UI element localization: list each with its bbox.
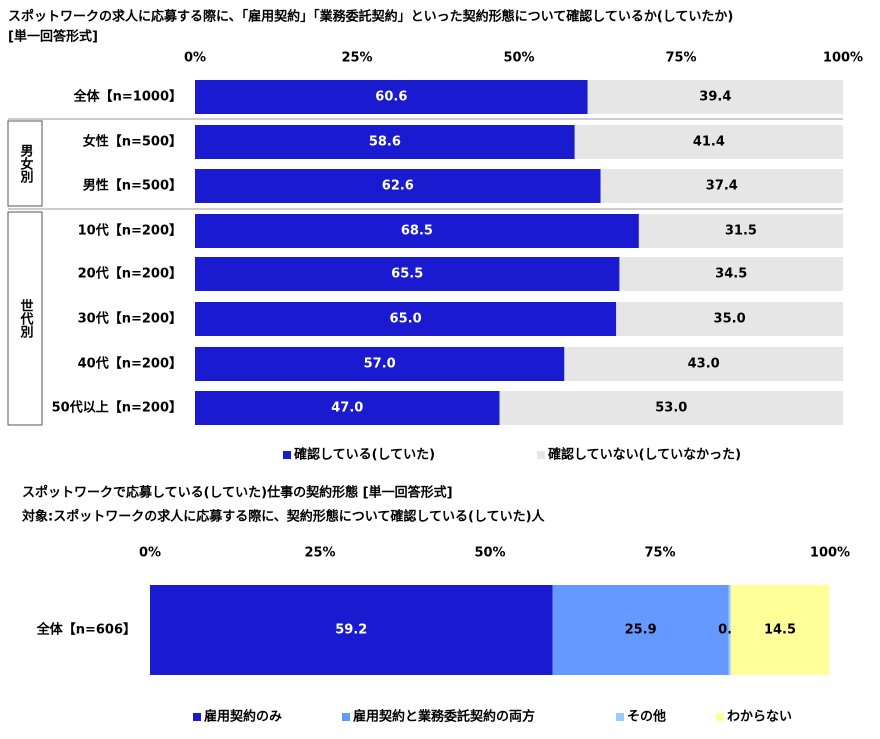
bar-segment	[587, 80, 843, 114]
data-label: 47.0	[331, 401, 363, 416]
x-tick-label: 50%	[474, 546, 505, 561]
chart-title: スポットワークで応募している(していた)仕事の契約形態 [単一回答形式]	[22, 485, 453, 501]
data-label: 60.6	[375, 90, 407, 105]
bar-segment	[564, 347, 843, 381]
y-tick-label: 女性【n=500】	[83, 134, 182, 150]
bar-segment	[600, 169, 843, 203]
x-tick-label: 25%	[341, 51, 372, 66]
bar-segment	[195, 169, 601, 203]
data-label: 62.6	[382, 179, 414, 194]
chart-title: スポットワークの求人に応募する際に、「雇用契約」「業務委託契約」といった契約形態…	[8, 9, 733, 25]
data-label: 14.5	[764, 623, 796, 638]
bar-segment	[552, 585, 729, 675]
bar-segment	[574, 125, 843, 159]
chart-subtitle: 対象:スポットワークの求人に応募する際に、契約形態について確認している(していた…	[21, 509, 546, 525]
x-tick-label: 25%	[304, 546, 335, 561]
y-tick-label: 男性【n=500】	[83, 178, 182, 194]
bar-segment	[195, 257, 620, 291]
x-tick-label: 100%	[810, 546, 850, 561]
group-label: 男女別	[18, 144, 35, 184]
legend-label: その他	[627, 709, 666, 725]
bar-segment	[195, 347, 565, 381]
legend-swatch	[342, 713, 350, 721]
data-label: 25.9	[625, 623, 657, 638]
bar-segment	[616, 302, 843, 336]
data-label: 37.4	[706, 179, 738, 194]
bar-segment	[619, 257, 843, 291]
legend-label: 雇用契約のみ	[204, 709, 282, 725]
y-tick-label: 20代【n=200】	[78, 266, 182, 282]
x-tick-label: 50%	[503, 51, 534, 66]
data-label: 65.0	[390, 312, 422, 327]
x-tick-label: 75%	[644, 546, 675, 561]
legend-label: 雇用契約と業務委託契約の両方	[353, 709, 535, 725]
data-label: 59.2	[335, 623, 367, 638]
y-tick-label: 30代【n=200】	[78, 311, 182, 327]
legend-label: 確認している(していた)	[294, 447, 435, 463]
bar-segment	[499, 391, 843, 425]
legend-label: 確認していない(していなかった)	[548, 447, 741, 463]
legend-swatch	[537, 451, 545, 459]
data-label: 53.0	[655, 401, 687, 416]
bar-segment	[730, 585, 830, 675]
legend-swatch	[283, 451, 291, 459]
y-tick-label: 10代【n=200】	[78, 223, 182, 239]
data-label: 39.4	[699, 90, 731, 105]
legend-swatch	[716, 713, 724, 721]
x-tick-label: 75%	[665, 51, 696, 66]
y-tick-label: 全体【n=606】	[36, 622, 136, 638]
y-tick-label: 全体【n=1000】	[73, 89, 182, 105]
x-tick-label: 0%	[184, 51, 206, 66]
y-tick-label: 40代【n=200】	[78, 356, 182, 372]
legend-swatch	[616, 713, 624, 721]
bar-segment	[195, 80, 588, 114]
bar-segment	[150, 585, 553, 675]
bar-segment	[638, 214, 843, 248]
data-label: 35.0	[714, 312, 746, 327]
bar-segment	[728, 585, 731, 675]
data-label: 65.5	[391, 267, 423, 282]
data-label: 34.5	[715, 267, 747, 282]
bar-segment	[195, 391, 500, 425]
group-box	[7, 211, 43, 426]
data-label: 43.0	[688, 357, 720, 372]
data-label: 31.5	[725, 224, 757, 239]
data-label: 57.0	[364, 357, 396, 372]
group-box	[7, 120, 43, 207]
chart-subtitle: [単一回答形式]	[8, 29, 98, 45]
legend-swatch	[193, 713, 201, 721]
bar-segment	[195, 125, 575, 159]
data-label: 41.4	[693, 135, 725, 150]
x-tick-label: 0%	[139, 546, 161, 561]
legend-label: わからない	[727, 710, 792, 725]
group-label: 世代別	[18, 298, 35, 339]
data-label: 68.5	[401, 224, 433, 239]
data-label: 58.6	[369, 135, 401, 150]
y-tick-label: 50代以上【n=200】	[52, 400, 182, 416]
x-tick-label: 100%	[823, 51, 863, 66]
bar-segment	[195, 214, 639, 248]
bar-segment	[195, 302, 617, 336]
